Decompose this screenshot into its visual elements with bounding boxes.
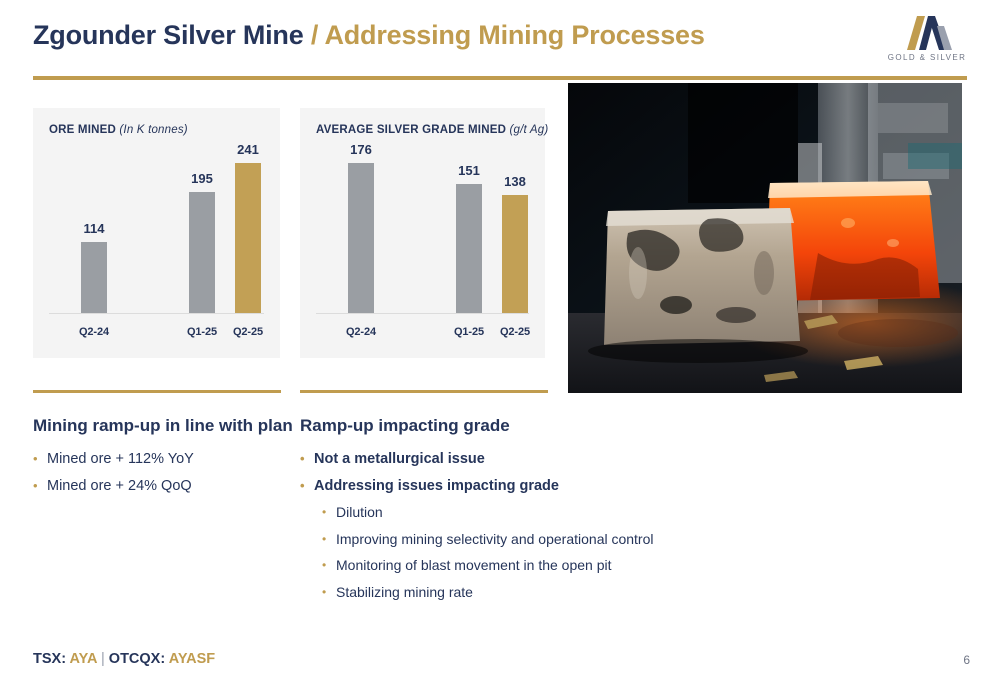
chart-category-label: Q1-25: [453, 326, 485, 338]
tsx-ticker: AYA: [69, 651, 97, 667]
chart-bar: 151: [456, 163, 482, 313]
chart-bar-value: 151: [458, 163, 480, 178]
ticker-separator: |: [100, 651, 105, 667]
silver-dore-bars-photo: [568, 83, 962, 393]
sub-list-item: Monitoring of blast movement in the open…: [322, 552, 654, 579]
list-item: Addressing issues impacting grade: [300, 473, 654, 500]
otcqx-ticker: AYASF: [168, 651, 216, 667]
chart-bar-value: 195: [191, 171, 213, 186]
right-column-heading: Ramp-up impacting grade: [300, 416, 510, 435]
chart-bar-value: 114: [83, 221, 105, 236]
chart-card-ore-mined: ORE MINED (In K tonnes) 114 Q2-24 195 Q1-25…: [33, 108, 280, 358]
chart-bar-rect: [189, 192, 215, 313]
sub-list-item: Stabilizing mining rate: [322, 579, 654, 606]
chart-axis-line: [316, 313, 529, 314]
chart-bar: 241: [235, 142, 261, 313]
chart-bar-rect: [235, 163, 261, 313]
chart-bar-value: 241: [237, 142, 259, 157]
chart-title-ore-mined: ORE MINED (In K tonnes): [49, 124, 188, 136]
page-title-main: Zgounder Silver Mine: [33, 20, 304, 50]
chart-bar-rect: [456, 184, 482, 313]
left-column-heading: Mining ramp-up in line with plan: [33, 416, 293, 435]
left-column-divider: [33, 390, 281, 393]
chart-bar: 176: [348, 142, 374, 313]
list-item: Mined ore + 112% YoY: [33, 446, 194, 473]
chart-category-label: Q2-24: [78, 326, 110, 338]
chart-category-label: Q2-24: [345, 326, 377, 338]
list-item: Mined ore + 24% QoQ: [33, 473, 194, 500]
chart-bar-value: 176: [350, 142, 372, 157]
header-divider: [33, 76, 967, 80]
right-column-divider: [300, 390, 548, 393]
tsx-label: TSX:: [33, 651, 67, 667]
right-column-bullet-list: Not a metallurgical issue Addressing iss…: [300, 446, 654, 605]
chart-category-label: Q1-25: [186, 326, 218, 338]
page-title: Zgounder Silver Mine / Addressing Mining…: [33, 20, 705, 51]
chart-axis-line: [49, 313, 264, 314]
footer-tickers: TSX: AYA | OTCQX: AYASF: [33, 651, 215, 667]
chart-bar-rect: [502, 195, 528, 313]
chart-plot-area-ore: 114 Q2-24 195 Q1-25 241 Q2-25: [49, 142, 264, 344]
chart-category-label: Q2-25: [232, 326, 264, 338]
chart-bar-rect: [348, 163, 374, 313]
chart-card-silver-grade: AVERAGE SILVER GRADE MINED (g/t Ag) 176 Q…: [300, 108, 549, 358]
left-column-bullet-list: Mined ore + 112% YoY Mined ore + 24% QoQ: [33, 446, 194, 499]
chart-bar-value: 138: [504, 174, 526, 189]
chart-bar-rect: [81, 242, 107, 313]
chart-bar: 138: [502, 174, 528, 313]
chart-category-label: Q2-25: [499, 326, 531, 338]
list-item: Not a metallurgical issue: [300, 446, 654, 473]
sub-list-item: Dilution: [322, 499, 654, 526]
logo-tagline: GOLD & SILVER: [887, 53, 967, 62]
chart-bar: 114: [81, 221, 107, 313]
page-title-sub: / Addressing Mining Processes: [310, 20, 705, 50]
aya-logo: GOLD & SILVER: [882, 16, 972, 66]
chart-bar: 195: [189, 171, 215, 313]
page-number: 6: [963, 653, 970, 667]
otcqx-label: OTCQX:: [108, 651, 166, 667]
sub-list-item: Improving mining selectivity and operati…: [322, 526, 654, 553]
chart-title-silver-grade: AVERAGE SILVER GRADE MINED (g/t Ag): [316, 124, 549, 136]
aya-logo-icon: [895, 16, 959, 50]
chart-plot-area-grade: 176 Q2-24 151 Q1-25 138 Q2-25: [316, 142, 530, 344]
